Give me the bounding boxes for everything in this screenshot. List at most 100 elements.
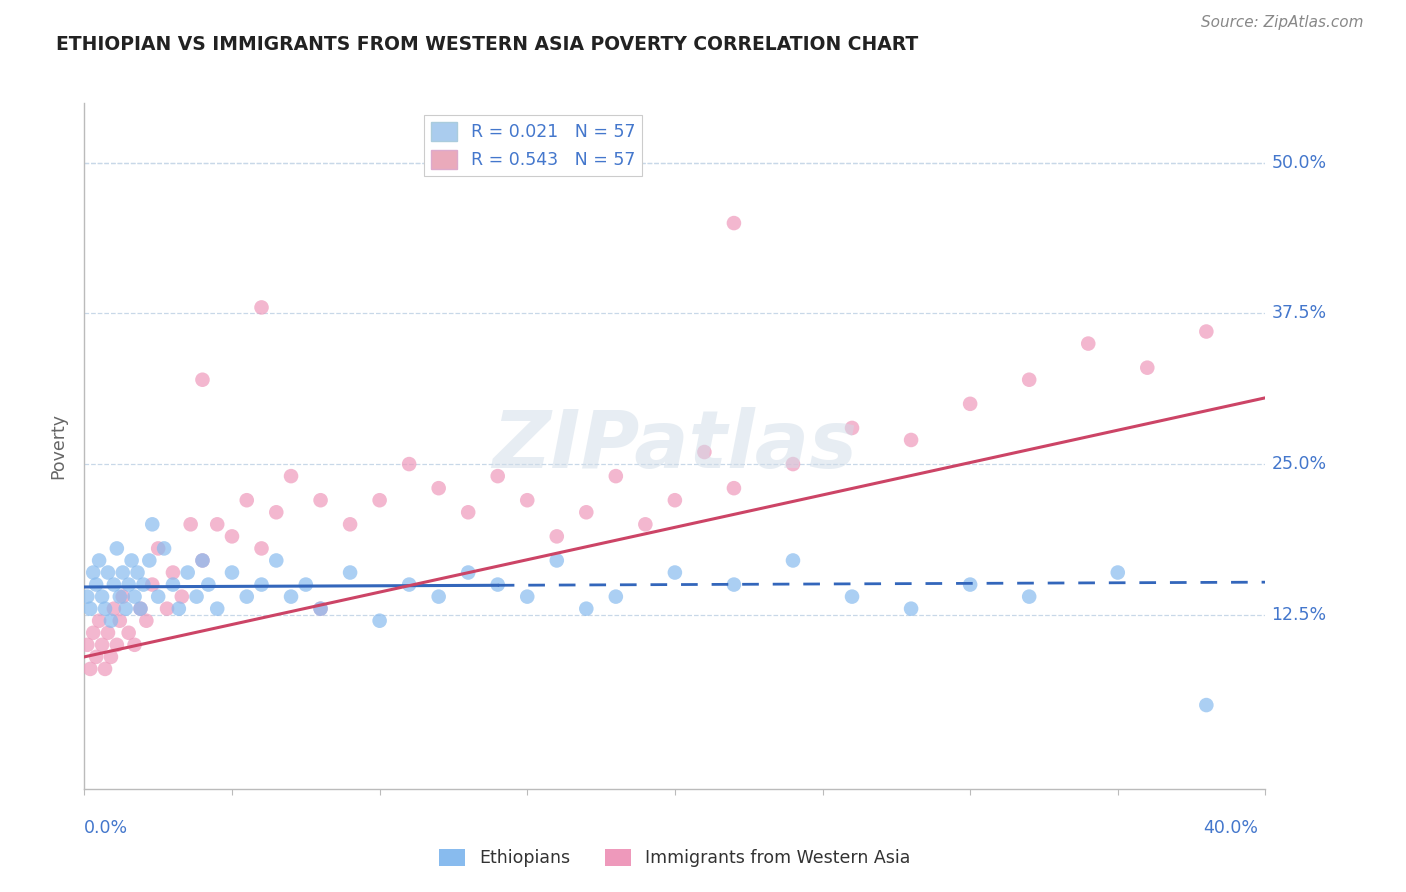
Point — [124, 638, 146, 652]
Point — [148, 590, 170, 604]
Point — [398, 577, 420, 591]
Point — [100, 649, 122, 664]
Point — [118, 625, 141, 640]
Point — [900, 601, 922, 615]
Point — [427, 590, 450, 604]
Point — [264, 553, 288, 567]
Point — [841, 590, 863, 604]
Point — [162, 566, 184, 580]
Point — [121, 553, 143, 567]
Point — [1018, 590, 1040, 604]
Point — [111, 566, 134, 580]
Point — [138, 553, 160, 567]
Point — [280, 469, 302, 483]
Point — [148, 541, 170, 556]
Point — [1195, 698, 1218, 712]
Point — [82, 566, 104, 580]
Point — [1136, 360, 1159, 375]
Point — [167, 601, 190, 615]
Point — [339, 517, 361, 532]
Point — [162, 577, 184, 591]
Point — [457, 505, 479, 519]
Point — [575, 505, 598, 519]
Point — [664, 493, 686, 508]
Point — [191, 553, 214, 567]
Point — [900, 433, 922, 447]
Text: 40.0%: 40.0% — [1204, 819, 1258, 837]
Point — [516, 493, 538, 508]
Point — [782, 553, 804, 567]
Point — [124, 590, 146, 604]
Point — [97, 566, 120, 580]
Point — [135, 614, 157, 628]
Point — [91, 590, 114, 604]
Point — [180, 517, 202, 532]
Point — [398, 457, 420, 471]
Point — [605, 590, 627, 604]
Point — [1018, 373, 1040, 387]
Point — [129, 601, 152, 615]
Point — [309, 601, 332, 615]
Point — [84, 649, 107, 664]
Point — [309, 601, 332, 615]
Point — [94, 662, 117, 676]
Point — [205, 601, 228, 615]
Text: ETHIOPIAN VS IMMIGRANTS FROM WESTERN ASIA POVERTY CORRELATION CHART: ETHIOPIAN VS IMMIGRANTS FROM WESTERN ASI… — [56, 35, 918, 54]
Text: 25.0%: 25.0% — [1271, 455, 1326, 473]
Text: 37.5%: 37.5% — [1271, 304, 1326, 322]
Point — [280, 590, 302, 604]
Point — [339, 566, 361, 580]
Point — [170, 590, 193, 604]
Point — [605, 469, 627, 483]
Point — [782, 457, 804, 471]
Point — [1195, 325, 1218, 339]
Text: 12.5%: 12.5% — [1271, 606, 1326, 624]
Point — [141, 517, 163, 532]
Point — [368, 614, 391, 628]
Point — [235, 590, 259, 604]
Point — [959, 397, 981, 411]
Point — [191, 553, 214, 567]
Point — [79, 662, 101, 676]
Point — [103, 577, 125, 591]
Point — [94, 601, 117, 615]
Point — [723, 577, 745, 591]
Text: 0.0%: 0.0% — [84, 819, 128, 837]
Point — [250, 577, 273, 591]
Point — [108, 590, 131, 604]
Point — [723, 216, 745, 230]
Point — [516, 590, 538, 604]
Point — [546, 529, 568, 543]
Point — [186, 590, 208, 604]
Point — [295, 577, 318, 591]
Point — [221, 566, 243, 580]
Point — [177, 566, 200, 580]
Point — [191, 373, 214, 387]
Point — [105, 541, 128, 556]
Point — [205, 517, 228, 532]
Point — [84, 577, 107, 591]
Point — [111, 590, 134, 604]
Point — [664, 566, 686, 580]
Point — [100, 614, 122, 628]
Point — [723, 481, 745, 495]
Point — [250, 301, 273, 315]
Point — [235, 493, 259, 508]
Point — [546, 553, 568, 567]
Point — [1107, 566, 1129, 580]
Point — [114, 601, 136, 615]
Text: 50.0%: 50.0% — [1271, 153, 1326, 172]
Point — [141, 577, 163, 591]
Point — [221, 529, 243, 543]
Point — [91, 638, 114, 652]
Point — [82, 625, 104, 640]
Point — [129, 601, 152, 615]
Legend: Ethiopians, Immigrants from Western Asia: Ethiopians, Immigrants from Western Asia — [433, 842, 917, 874]
Point — [79, 601, 101, 615]
Point — [368, 493, 391, 508]
Point — [250, 541, 273, 556]
Point — [87, 553, 111, 567]
Point — [264, 505, 288, 519]
Point — [457, 566, 479, 580]
Point — [309, 493, 332, 508]
